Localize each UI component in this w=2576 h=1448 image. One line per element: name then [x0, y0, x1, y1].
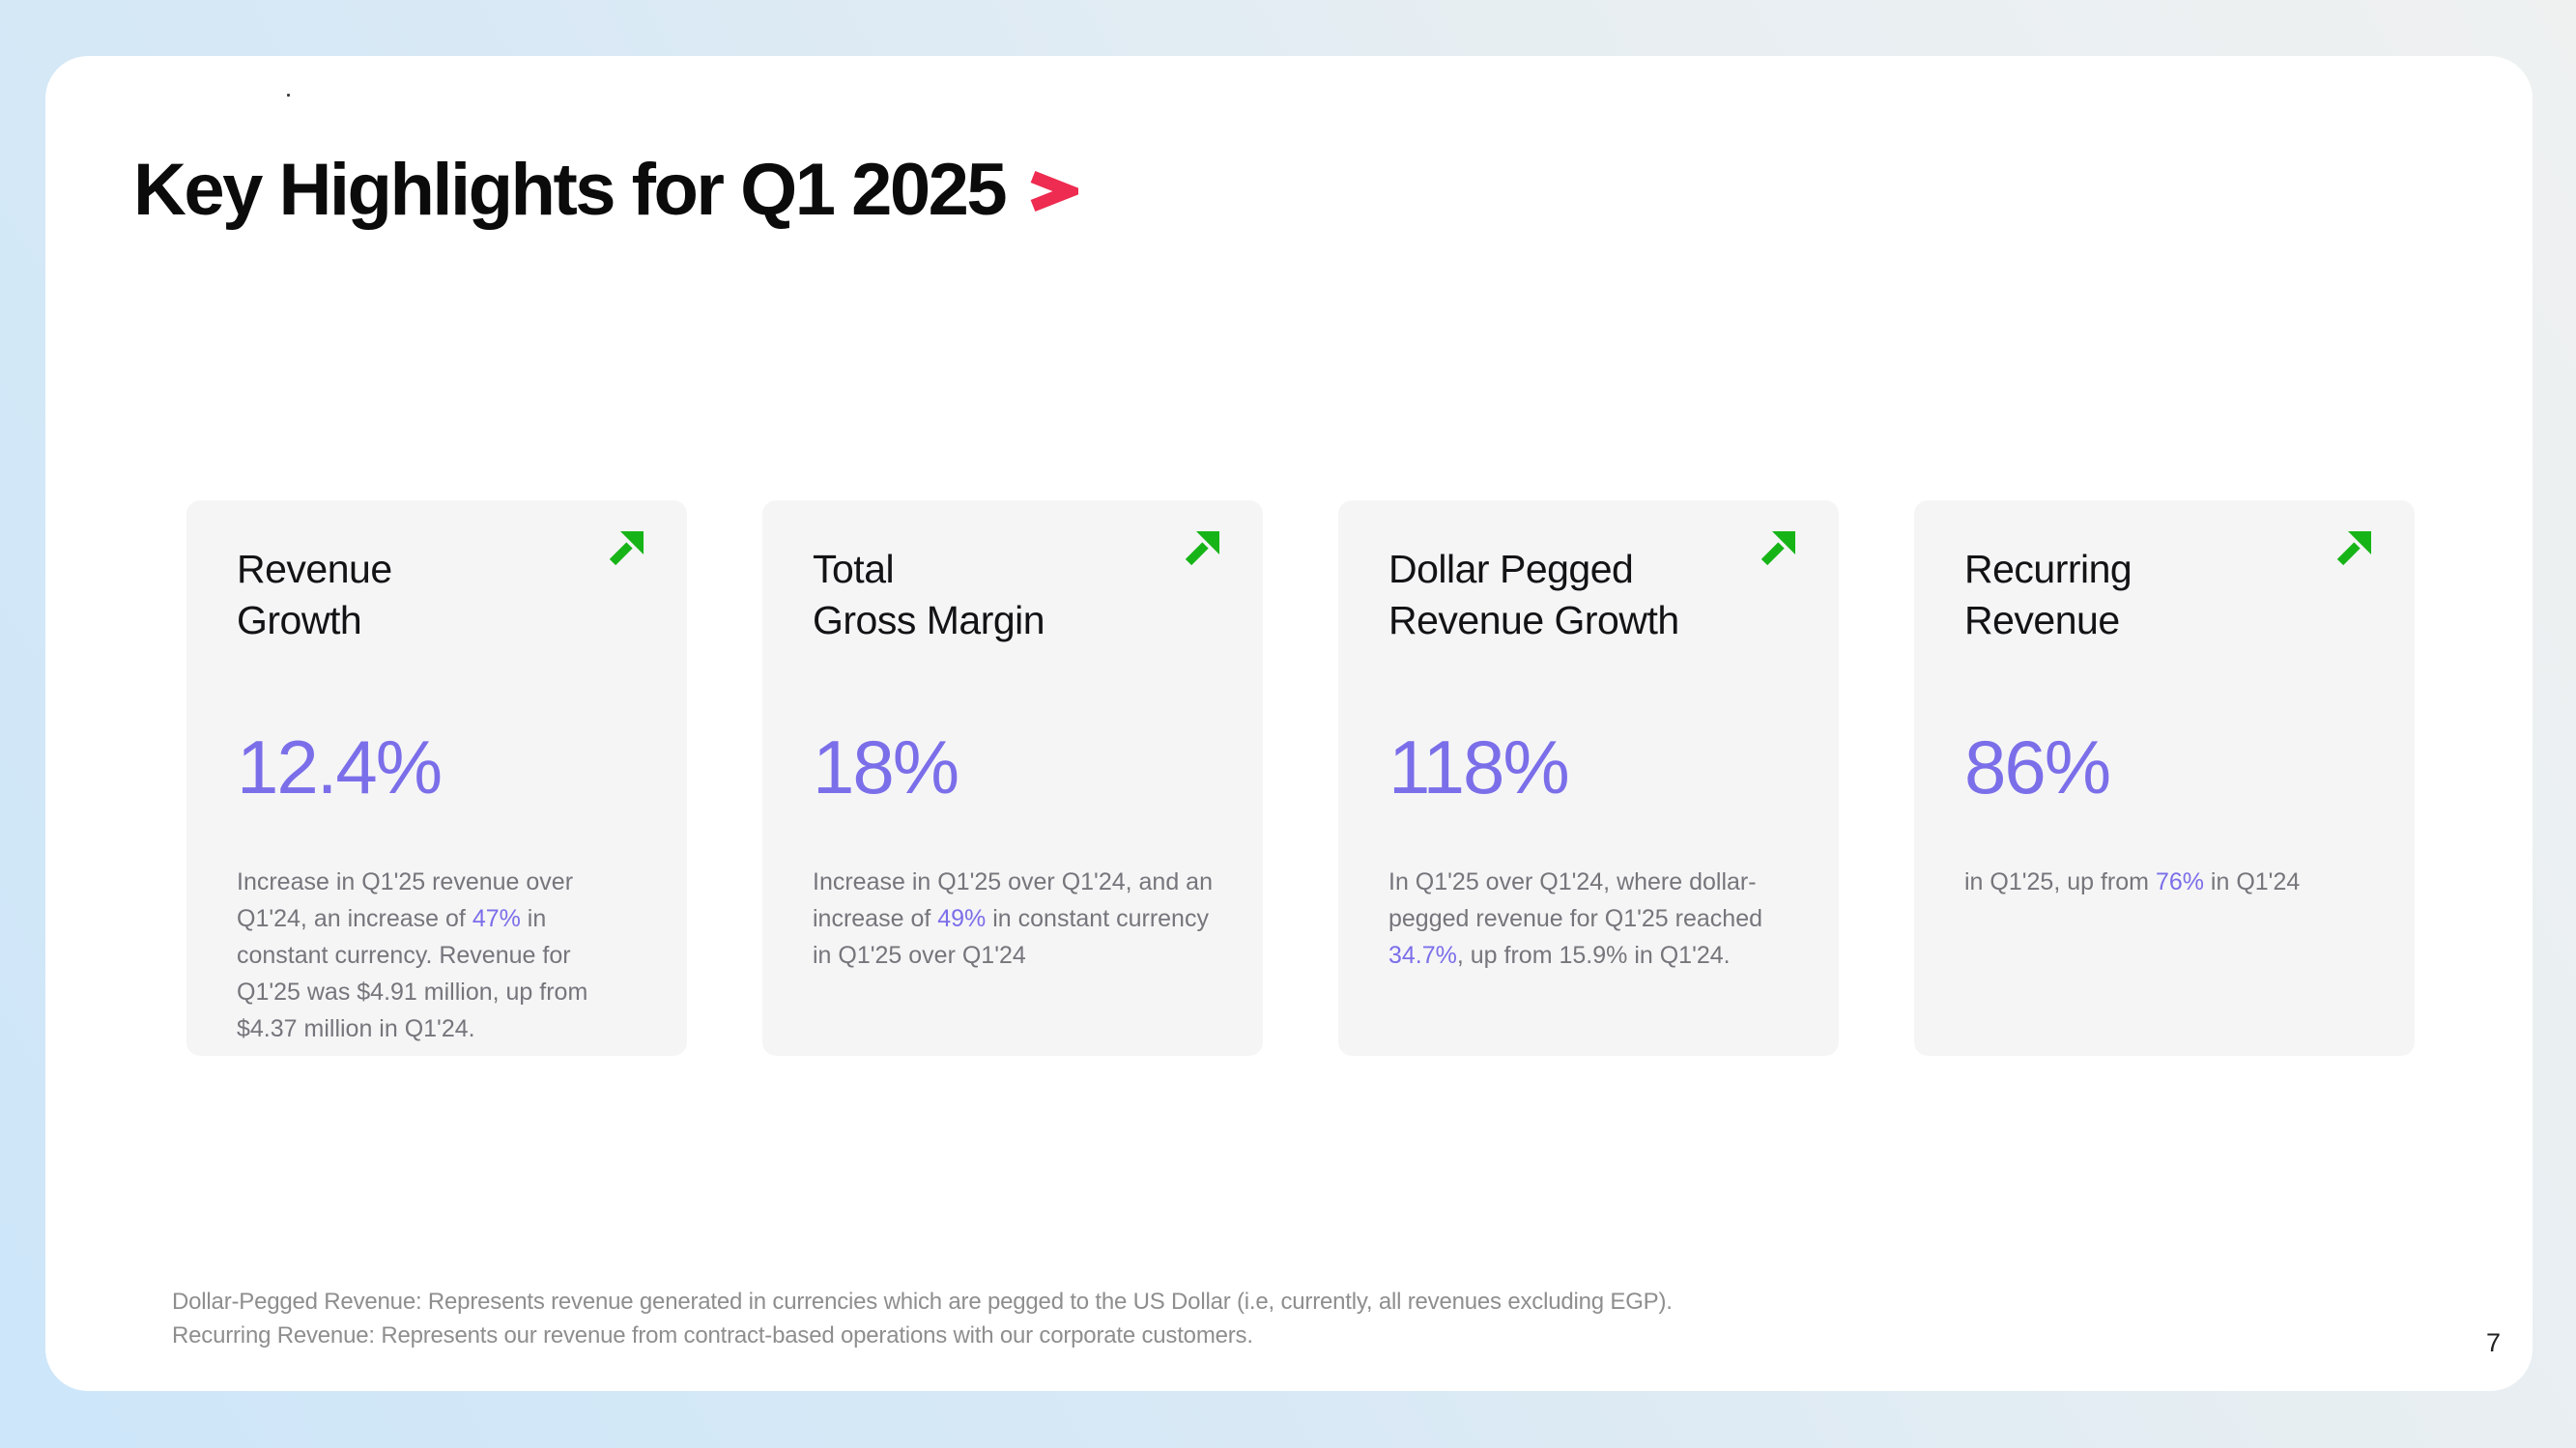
highlight-cards: Revenue Growth 12.4% Increase in Q1'25 r…: [186, 500, 2415, 1056]
card-body-text: Increase in Q1'25 over Q1'24, and an inc…: [813, 868, 1213, 932]
footnote-dollar-pegged: Dollar-Pegged Revenue: Represents revenu…: [172, 1289, 1673, 1315]
card-title: Revenue Growth: [237, 547, 392, 642]
footnotes: Dollar-Pegged Revenue: Represents revenu…: [172, 1285, 1673, 1352]
arrow-up-right-icon: [2336, 531, 2371, 566]
card-body-text: Increase in Q1'25 revenue over Q1'24, an…: [237, 868, 574, 932]
card-body-text: in Q1'24: [2203, 868, 2301, 895]
footnote-recurring: Recurring Revenue: Represents our revenu…: [172, 1322, 1253, 1349]
page-number: 7: [2485, 1328, 2501, 1357]
card-stat: 12.4%: [237, 724, 443, 809]
card-revenue-growth: Revenue Growth 12.4% Increase in Q1'25 r…: [186, 500, 687, 1056]
card-body-highlight: 49%: [937, 905, 987, 932]
card-stat: 18%: [813, 724, 959, 809]
arrow-up-right-icon: [1760, 531, 1795, 566]
card-body-text: In Q1'25 over Q1'24, where dollar-pegged…: [1388, 868, 1762, 932]
card-body-highlight: 34.7%: [1388, 942, 1457, 969]
card-body: Increase in Q1'25 revenue over Q1'24, an…: [237, 864, 639, 1047]
arrow-up-right-icon: [609, 531, 644, 566]
card-body-text: in constant currency in Q1'25 over Q1'24: [813, 905, 1209, 969]
card-body-text: , up from 15.9% in Q1'24.: [1456, 942, 1731, 969]
card-body-text: in constant currency. Revenue for Q1'25 …: [237, 905, 588, 1042]
card-dollar-pegged-revenue-growth: Dollar Pegged Revenue Growth 118% In Q1'…: [1338, 500, 1839, 1056]
card-title: Dollar Pegged Revenue Growth: [1388, 547, 1679, 642]
card-body: In Q1'25 over Q1'24, where dollar-pegged…: [1388, 864, 1790, 974]
template-dot: [287, 94, 290, 97]
card-title: Total Gross Margin: [813, 547, 1045, 642]
card-total-gross-margin: Total Gross Margin 18% Increase in Q1'25…: [762, 500, 1263, 1056]
slide-card: Key Highlights for Q1 2025 Revenue Growt…: [45, 56, 2533, 1391]
arrow-up-right-icon: [1185, 531, 1219, 566]
page-title-row: Key Highlights for Q1 2025: [133, 149, 1079, 231]
logo-chevron-icon: [1030, 170, 1079, 213]
card-recurring-revenue: Recurring Revenue 86% in Q1'25, up from …: [1914, 500, 2415, 1056]
card-body: in Q1'25, up from 76% in Q1'24: [1964, 864, 2366, 900]
card-body: Increase in Q1'25 over Q1'24, and an inc…: [813, 864, 1215, 974]
card-body-highlight: 76%: [2155, 868, 2204, 895]
card-stat: 86%: [1964, 724, 2111, 809]
card-title: Recurring Revenue: [1964, 547, 2132, 642]
card-stat: 118%: [1388, 724, 1570, 809]
card-body-highlight: 47%: [472, 905, 521, 932]
page-title: Key Highlights for Q1 2025: [133, 149, 1008, 231]
card-body-text: in Q1'25, up from: [1964, 868, 2156, 895]
